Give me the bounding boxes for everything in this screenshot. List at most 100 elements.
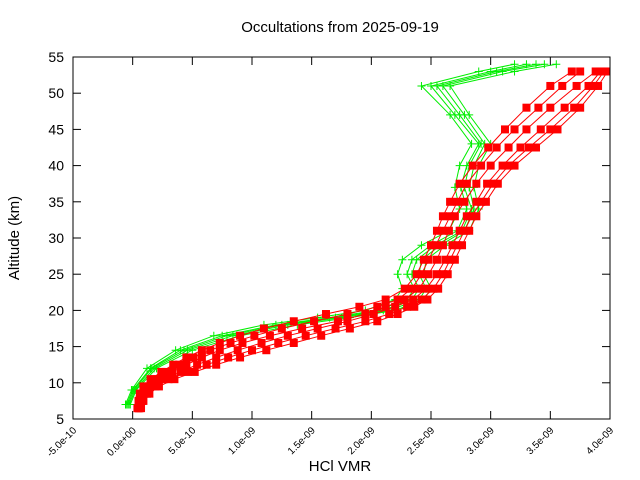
data-point-square	[560, 103, 569, 112]
y-tick-label: 5	[56, 411, 64, 427]
data-point-square	[345, 324, 354, 333]
data-point-square	[424, 255, 433, 264]
data-point-square	[438, 270, 447, 279]
y-tick-label: 45	[48, 121, 64, 137]
data-point-square	[410, 302, 419, 311]
data-point-square	[238, 338, 247, 347]
data-point-square	[493, 179, 502, 188]
data-point-plus	[222, 331, 231, 340]
x-tick-label: 4.0e-09	[584, 425, 616, 457]
profile-line	[126, 63, 527, 405]
data-point-square	[224, 353, 233, 362]
data-point-square	[343, 317, 352, 326]
data-point-square	[558, 81, 567, 90]
data-point-square	[333, 317, 342, 326]
data-point-plus	[510, 67, 519, 76]
data-point-square	[259, 324, 268, 333]
data-point-square	[453, 241, 462, 250]
data-point-square	[381, 295, 390, 304]
data-point-square	[417, 270, 426, 279]
data-point-square	[450, 212, 459, 221]
data-point-square	[524, 143, 533, 152]
y-tick-label: 35	[48, 194, 64, 210]
data-point-square	[432, 226, 441, 235]
profile-line	[140, 71, 609, 409]
data-point-square	[572, 81, 581, 90]
data-point-square	[369, 310, 378, 319]
data-point-square	[584, 81, 593, 90]
data-point-square	[432, 255, 441, 264]
data-point-square	[176, 367, 185, 376]
data-point-square	[373, 317, 382, 326]
x-tick-label: 2.0e-09	[346, 425, 378, 457]
data-point-square	[516, 143, 525, 152]
data-point-square	[236, 353, 245, 362]
data-point-square	[193, 360, 202, 369]
data-point-square	[484, 143, 493, 152]
data-point-square	[483, 179, 492, 188]
data-point-square	[162, 367, 171, 376]
data-point-square	[591, 67, 600, 76]
data-point-plus	[179, 346, 188, 355]
x-tick-label: 3.0e-09	[465, 425, 497, 457]
y-tick-label: 40	[48, 158, 64, 174]
data-point-plus	[209, 331, 218, 340]
data-point-square	[215, 338, 224, 347]
data-point-square	[448, 241, 457, 250]
data-point-square	[289, 317, 298, 326]
data-point-square	[546, 125, 555, 134]
data-point-square	[313, 324, 322, 333]
data-point-square	[434, 284, 443, 293]
data-point-square	[589, 81, 598, 90]
data-point-square	[522, 125, 531, 134]
data-point-square	[534, 103, 543, 112]
data-point-square	[274, 338, 283, 347]
data-point-square	[510, 125, 519, 134]
data-point-square	[385, 310, 394, 319]
data-point-square	[212, 353, 221, 362]
data-point-square	[462, 212, 471, 221]
data-point-square	[450, 255, 459, 264]
data-point-square	[603, 67, 610, 76]
data-point-square	[576, 67, 585, 76]
y-tick-label: 15	[48, 339, 64, 355]
data-point-square	[504, 143, 513, 152]
y-tick-label: 10	[48, 375, 64, 391]
data-point-plus	[455, 110, 464, 119]
profile-line	[138, 71, 597, 409]
data-point-square	[546, 103, 555, 112]
data-point-square	[233, 346, 242, 355]
data-point-plus	[123, 400, 132, 409]
data-point-plus	[412, 255, 421, 264]
data-point-square	[481, 197, 490, 206]
data-point-square	[553, 125, 562, 134]
data-point-square	[154, 382, 163, 391]
data-point-square	[331, 324, 340, 333]
data-point-square	[576, 103, 585, 112]
y-tick-label: 25	[48, 266, 64, 282]
data-point-square	[546, 81, 555, 90]
data-point-square	[510, 161, 519, 170]
data-point-square	[145, 389, 154, 398]
data-point-square	[427, 241, 435, 250]
data-point-square	[424, 270, 433, 279]
y-tick-label: 20	[48, 302, 64, 318]
data-point-square	[236, 331, 245, 340]
data-point-square	[446, 212, 455, 221]
data-point-plus	[465, 110, 474, 119]
data-point-square	[492, 143, 501, 152]
data-point-square	[403, 302, 412, 311]
y-tick-label: 30	[48, 230, 64, 246]
data-point-square	[498, 161, 507, 170]
data-point-plus	[393, 270, 402, 279]
data-point-square	[202, 360, 211, 369]
data-point-square	[460, 226, 469, 235]
profile-line	[128, 63, 545, 405]
data-point-plus	[510, 60, 519, 69]
data-point-plus	[171, 346, 180, 355]
data-point-square	[443, 270, 452, 279]
data-point-square	[135, 389, 144, 398]
data-point-plus	[417, 241, 426, 250]
data-point-square	[393, 310, 402, 319]
data-point-plus	[432, 81, 441, 90]
